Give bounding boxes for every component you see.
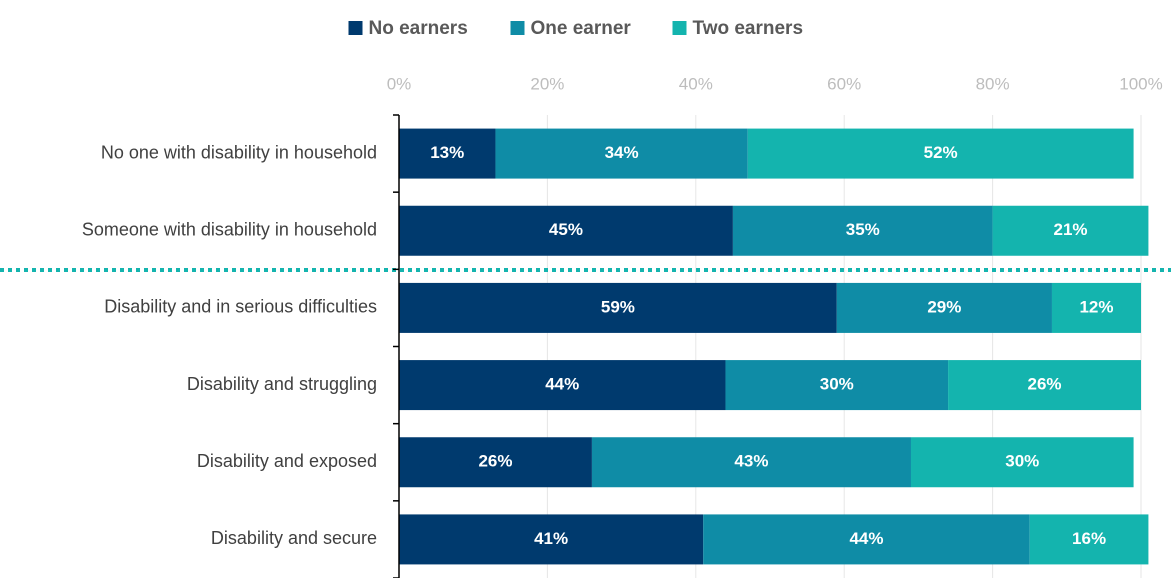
data-label: 13% [430,143,464,162]
category-label: Someone with disability in household [82,220,377,240]
data-label: 29% [927,297,961,316]
bar-segment [591,437,911,488]
x-tick-label: 60% [827,74,861,93]
bar-segment [1029,514,1149,565]
data-label: 21% [1053,220,1087,239]
data-label: 43% [734,452,768,471]
bar-segment [399,437,592,488]
category-label: Disability and struggling [187,374,377,394]
legend-label: Two earners [693,18,804,39]
data-label: 52% [924,143,958,162]
data-label: 30% [820,375,854,394]
x-tick-label: 80% [976,74,1010,93]
bar-segment [910,437,1134,488]
bar-segment [747,128,1134,179]
bar-segment [948,360,1141,411]
bar-segment [399,205,733,256]
category-label: Disability and in serious difficulties [104,297,377,317]
bar-segment [399,514,704,565]
x-tick-label: 20% [530,74,564,93]
data-label: 30% [1005,452,1039,471]
data-label: 44% [849,529,883,548]
data-label: 16% [1072,529,1106,548]
category-label: No one with disability in household [101,142,377,162]
x-tick-label: 40% [679,74,713,93]
bar-segment [399,128,496,179]
bar-segment [1051,282,1141,333]
bar-segment [703,514,1030,565]
legend-swatch [672,21,687,35]
bar-segment [992,205,1149,256]
data-label: 26% [1028,375,1062,394]
x-tick-label: 100% [1119,74,1162,93]
legend-label: No earners [369,18,468,39]
data-label: 45% [549,220,583,239]
legend-swatch [510,21,525,35]
legend-swatch [348,21,363,35]
data-label: 26% [478,452,512,471]
data-label: 34% [605,143,639,162]
data-label: 35% [846,220,880,239]
bar-segment [495,128,748,179]
bar-segment [399,282,837,333]
legend-label: One earner [531,18,632,39]
bar-segment [732,205,993,256]
category-label: Disability and exposed [197,451,377,471]
category-label: Disability and secure [211,528,377,548]
data-label: 12% [1079,297,1113,316]
bar-segment [836,282,1052,333]
data-label: 44% [545,375,579,394]
bar-segment [725,360,949,411]
data-label: 41% [534,529,568,548]
data-label: 59% [601,297,635,316]
x-tick-label: 0% [387,74,412,93]
bar-segment [399,360,726,411]
